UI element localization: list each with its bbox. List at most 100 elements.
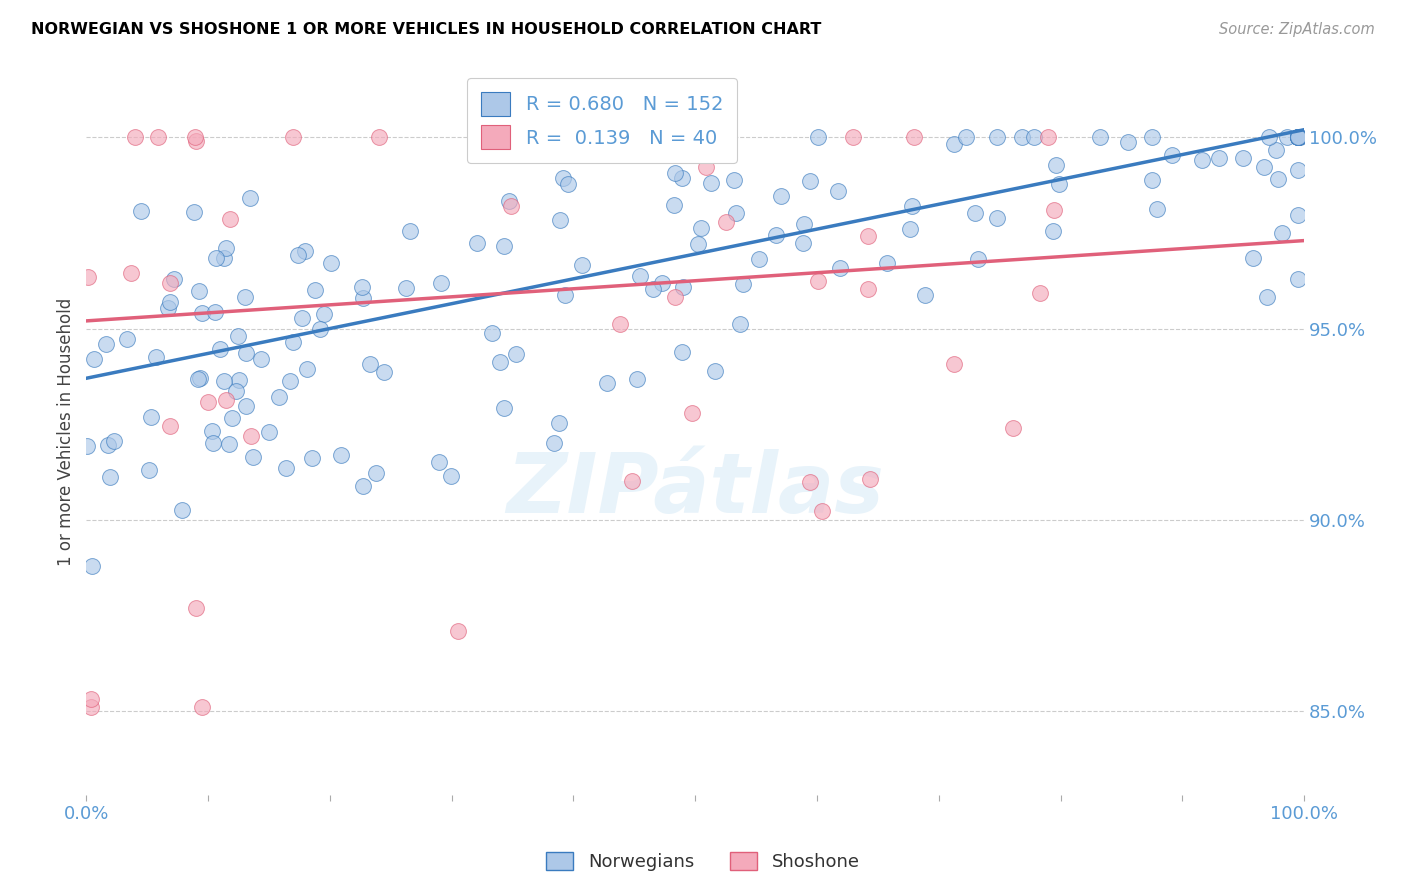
Point bbox=[440, 469, 463, 483]
Point bbox=[1286, 272, 1309, 286]
Point bbox=[596, 376, 619, 391]
Point bbox=[492, 401, 515, 416]
Point bbox=[309, 322, 332, 336]
Point bbox=[283, 130, 305, 145]
Point bbox=[498, 194, 520, 208]
Legend: R = 0.680   N = 152, R =  0.139   N = 40: R = 0.680 N = 152, R = 0.139 N = 40 bbox=[467, 78, 737, 162]
Point bbox=[124, 130, 146, 145]
Point bbox=[269, 391, 291, 405]
Point bbox=[184, 600, 207, 615]
Point bbox=[120, 266, 142, 280]
Point bbox=[1267, 172, 1289, 186]
Point bbox=[278, 375, 301, 389]
Point bbox=[1286, 130, 1309, 145]
Point bbox=[304, 283, 326, 297]
Point bbox=[901, 199, 924, 213]
Point bbox=[856, 228, 879, 243]
Point bbox=[156, 301, 179, 315]
Point bbox=[664, 166, 686, 180]
Point bbox=[201, 435, 224, 450]
Point bbox=[1286, 130, 1309, 145]
Point bbox=[942, 136, 965, 151]
Point bbox=[811, 504, 834, 518]
Point bbox=[799, 174, 821, 188]
Point bbox=[830, 260, 852, 275]
Point bbox=[364, 467, 387, 481]
Point bbox=[967, 252, 990, 266]
Point bbox=[1286, 130, 1309, 145]
Point bbox=[1288, 130, 1310, 145]
Point bbox=[876, 256, 898, 270]
Point bbox=[1042, 203, 1064, 218]
Point bbox=[184, 130, 207, 145]
Point bbox=[807, 130, 830, 145]
Point bbox=[1270, 226, 1292, 240]
Point bbox=[159, 276, 181, 290]
Point bbox=[505, 346, 527, 360]
Point bbox=[138, 463, 160, 477]
Point bbox=[129, 203, 152, 218]
Point bbox=[145, 350, 167, 364]
Point bbox=[671, 170, 693, 185]
Point bbox=[703, 364, 725, 378]
Point bbox=[394, 281, 416, 295]
Point bbox=[662, 198, 685, 212]
Point bbox=[481, 326, 503, 340]
Point bbox=[352, 291, 374, 305]
Point bbox=[531, 130, 554, 145]
Point bbox=[170, 502, 193, 516]
Point bbox=[914, 287, 936, 301]
Point bbox=[770, 189, 793, 203]
Legend: Norwegians, Shoshone: Norwegians, Shoshone bbox=[538, 845, 868, 879]
Point bbox=[98, 470, 121, 484]
Point bbox=[548, 417, 571, 431]
Point bbox=[1001, 421, 1024, 435]
Point bbox=[219, 211, 242, 226]
Point bbox=[1022, 130, 1045, 145]
Point bbox=[1088, 130, 1111, 145]
Point bbox=[367, 130, 389, 145]
Point bbox=[571, 258, 593, 272]
Point bbox=[671, 345, 693, 359]
Point bbox=[330, 449, 353, 463]
Point bbox=[76, 269, 98, 284]
Point bbox=[1208, 151, 1230, 165]
Point bbox=[621, 474, 644, 488]
Point bbox=[1045, 158, 1067, 172]
Point bbox=[373, 365, 395, 379]
Point bbox=[723, 173, 745, 187]
Point bbox=[1047, 177, 1070, 191]
Point bbox=[543, 436, 565, 450]
Point bbox=[312, 307, 335, 321]
Point bbox=[858, 472, 880, 486]
Point bbox=[221, 410, 243, 425]
Point bbox=[80, 700, 103, 714]
Point bbox=[554, 288, 576, 302]
Point bbox=[557, 177, 579, 191]
Point bbox=[359, 357, 381, 371]
Point bbox=[1232, 151, 1254, 165]
Point bbox=[187, 372, 209, 386]
Point bbox=[352, 280, 374, 294]
Point bbox=[641, 282, 664, 296]
Point bbox=[1146, 202, 1168, 216]
Point bbox=[239, 428, 262, 442]
Point bbox=[287, 248, 309, 262]
Point bbox=[204, 305, 226, 319]
Point bbox=[82, 558, 104, 573]
Point bbox=[553, 171, 575, 186]
Point bbox=[1253, 160, 1275, 174]
Point bbox=[695, 161, 717, 175]
Point bbox=[1258, 130, 1281, 145]
Point bbox=[1286, 130, 1309, 145]
Point bbox=[986, 130, 1008, 145]
Point bbox=[1029, 285, 1052, 300]
Point bbox=[626, 372, 648, 386]
Point bbox=[548, 213, 571, 227]
Point bbox=[235, 346, 257, 360]
Point bbox=[965, 206, 987, 220]
Point bbox=[807, 274, 830, 288]
Point bbox=[249, 351, 271, 366]
Point bbox=[1142, 130, 1164, 145]
Point bbox=[188, 285, 211, 299]
